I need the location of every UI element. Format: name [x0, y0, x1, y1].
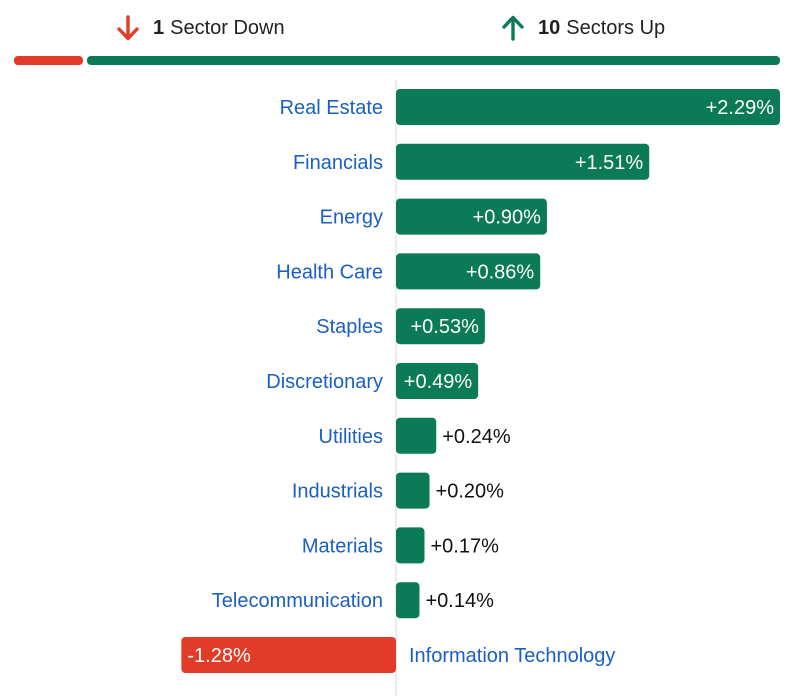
- sectors-down-label: Sector Down: [170, 16, 285, 39]
- category-label: Financials: [293, 152, 383, 174]
- category-label: Energy: [320, 207, 383, 229]
- value-label: +1.51%: [575, 152, 644, 174]
- bar-staples: [396, 308, 485, 345]
- sectors-down-count: 1: [153, 16, 165, 39]
- sectors-up-summary: 10 Sectors Up: [500, 14, 665, 42]
- value-label: -1.28%: [187, 645, 251, 667]
- category-label: Staples: [316, 316, 383, 338]
- category-label: Industrials: [292, 481, 383, 503]
- category-label: Materials: [302, 535, 383, 557]
- bar-materials: [396, 527, 425, 564]
- sector-summary: 1 Sector Down 10 Sectors Up: [0, 14, 800, 46]
- category-label: Utilities: [319, 426, 383, 448]
- bar-financials: [396, 143, 650, 180]
- value-label: +0.53%: [410, 316, 479, 338]
- value-label: +0.90%: [473, 207, 542, 229]
- category-label: Health Care: [276, 261, 383, 283]
- ratio-bar-down-segment: [14, 56, 83, 65]
- bar-energy: [396, 198, 547, 235]
- bar-discretionary: [396, 363, 479, 399]
- value-label: +0.24%: [442, 426, 511, 448]
- bar-health-care: [396, 253, 541, 290]
- bar-utilities: [396, 417, 437, 454]
- value-label: +0.14%: [425, 590, 494, 612]
- sectors-up-count: 10: [538, 16, 561, 39]
- bar-telecommunication: [396, 582, 420, 619]
- value-label: +0.17%: [431, 535, 500, 557]
- ratio-bar-up-segment: [87, 56, 780, 65]
- category-label: Information Technology: [409, 645, 615, 667]
- value-label: +2.29%: [706, 97, 775, 119]
- value-label: +0.49%: [404, 371, 473, 393]
- sectors-down-summary: 1 Sector Down: [115, 14, 285, 42]
- category-label: Real Estate: [280, 97, 383, 119]
- up-down-ratio-bar: [14, 56, 780, 65]
- sectors-up-label: Sectors Up: [566, 16, 666, 39]
- bar-real-estate: [396, 89, 780, 125]
- value-label: +0.20%: [436, 481, 505, 503]
- category-label: Telecommunication: [212, 590, 383, 612]
- bar-information-technology: [181, 637, 396, 673]
- arrow-up-icon: [502, 15, 524, 41]
- value-label: +0.86%: [466, 261, 535, 283]
- category-label: Discretionary: [266, 371, 383, 393]
- bar-industrials: [396, 472, 430, 509]
- arrow-down-icon: [117, 15, 139, 41]
